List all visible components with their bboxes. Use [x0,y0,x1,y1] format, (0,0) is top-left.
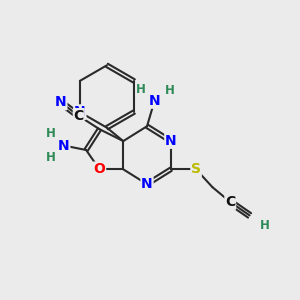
Text: N: N [74,105,86,119]
Text: C: C [225,195,236,209]
Text: H: H [136,82,146,96]
Text: N: N [141,177,153,191]
Text: N: N [148,94,160,108]
Text: H: H [164,84,174,97]
Text: O: O [94,162,105,176]
Text: C: C [74,109,84,123]
Text: N: N [58,139,70,152]
Text: N: N [165,134,177,148]
Text: H: H [46,127,56,140]
Text: H: H [260,219,269,232]
Text: N: N [55,95,67,110]
Text: H: H [46,151,56,164]
Text: S: S [191,162,201,176]
